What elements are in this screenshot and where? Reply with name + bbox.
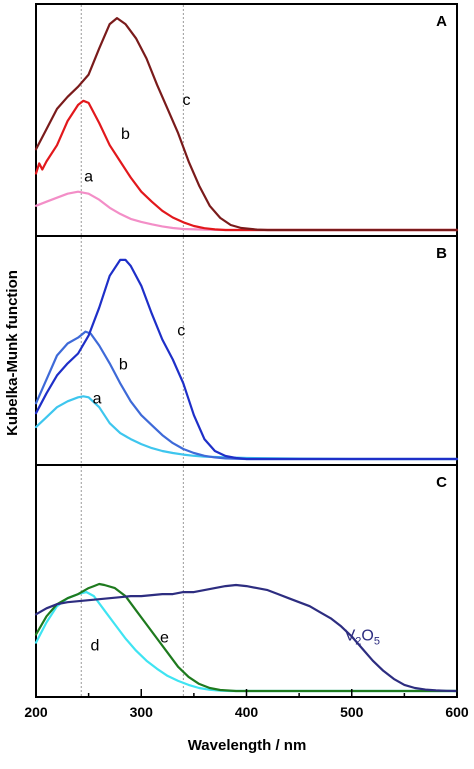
curve-label-B-b: b — [119, 356, 128, 373]
panel-letters: A B C — [436, 13, 447, 491]
curve-label-C-e: e — [160, 630, 169, 647]
x-tick-label-400: 400 — [235, 704, 259, 720]
curve-label-A-b: b — [121, 126, 130, 143]
curve-label-v2o5: V2O5 — [345, 628, 380, 648]
x-tick-label-300: 300 — [130, 704, 154, 720]
panel-letter-A: A — [436, 13, 447, 30]
x-tick-label-600: 600 — [445, 704, 469, 720]
series-line-A-b — [34, 99, 459, 232]
series-line-B-c — [34, 258, 459, 461]
series-line-A-a — [34, 190, 459, 232]
curve-label-C-d: d — [90, 638, 99, 655]
panel-frame-C — [35, 464, 458, 698]
x-axis-title: Wavelength / nm — [188, 737, 307, 754]
reference-lines — [80, 5, 184, 696]
x-tick-label-500: 500 — [340, 704, 364, 720]
panel-letter-B: B — [436, 245, 447, 262]
y-axis-title: Kubelka-Munk function — [4, 270, 21, 436]
series-line-B-b — [34, 330, 459, 461]
curve-label-A-c: c — [183, 92, 191, 109]
panel-frames — [35, 3, 458, 698]
panel-frame-B — [35, 235, 458, 466]
series-lines — [34, 17, 459, 693]
series-line-C-V2O5 — [34, 583, 459, 693]
curve-label-A-a: a — [84, 169, 93, 186]
x-tick-label-200: 200 — [24, 704, 48, 720]
panel-letter-C: C — [436, 474, 447, 491]
x-axis-ticks: 200 300 400 500 600 — [24, 689, 469, 720]
series-line-C-e — [34, 582, 459, 693]
series-line-A-c — [34, 17, 459, 232]
panel-frame-A — [35, 3, 458, 237]
curve-label-B-c: c — [177, 323, 185, 340]
curve-label-B-a: a — [93, 390, 102, 407]
